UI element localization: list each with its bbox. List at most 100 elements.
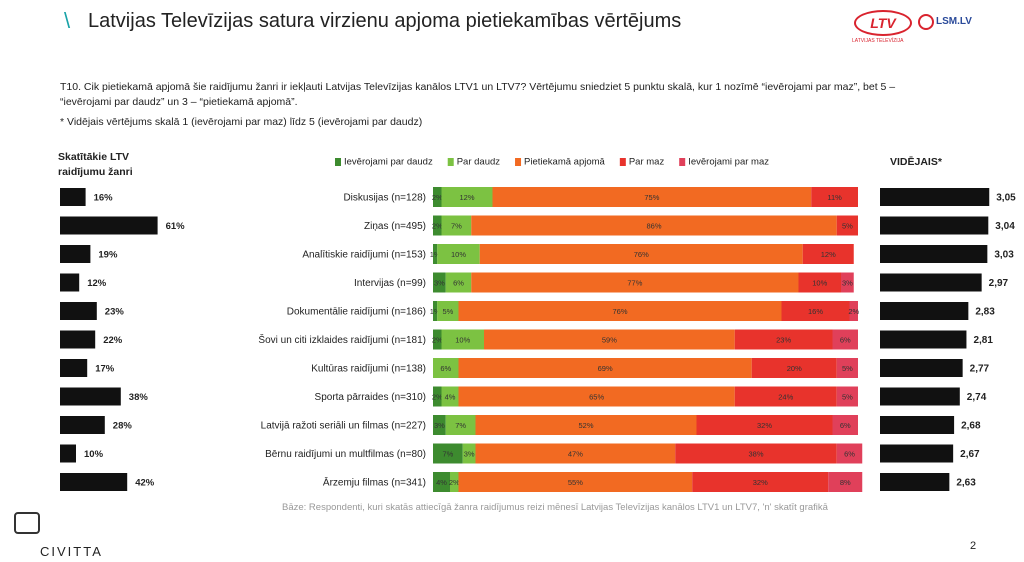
segment-label: 2%: [449, 478, 460, 487]
bar-segment: [441, 386, 459, 407]
bar-segment: [832, 415, 858, 435]
category-label: Analītiskie raidījumi (n=153): [302, 250, 426, 261]
page-number: 2: [970, 540, 977, 552]
value-label: 2,83: [975, 307, 995, 318]
bar-segment: [441, 215, 472, 236]
segment-label: 59%: [602, 335, 617, 344]
value-label: 3,03: [994, 250, 1014, 261]
legend-label: Ievērojami par daudz: [344, 157, 433, 168]
segment-label: 38%: [748, 449, 763, 458]
value-label: 17%: [95, 364, 115, 375]
legend-swatch: [679, 158, 686, 166]
segment-label: 3%: [434, 278, 445, 287]
bar-segment: [836, 215, 858, 236]
value-label: 2,81: [973, 335, 993, 346]
segment-label: 69%: [598, 364, 613, 373]
lsm-icon: [918, 14, 934, 30]
bar: [60, 216, 158, 235]
bar-segment: [441, 187, 493, 207]
segment-label: 6%: [840, 335, 851, 344]
segment-label: 4%: [436, 478, 447, 487]
segment-label: 3%: [464, 449, 475, 458]
value-label: 22%: [103, 335, 123, 346]
bar-segment: [696, 415, 833, 435]
right-chart-title: VIDĒJAIS*: [890, 156, 942, 168]
bar: [880, 188, 990, 206]
bar-segment: [458, 386, 735, 407]
segment-label: 5%: [442, 307, 453, 316]
segment-label: 6%: [840, 421, 851, 430]
segment-label: 7%: [455, 421, 466, 430]
value-label: 2,97: [989, 278, 1009, 289]
bar: [60, 473, 128, 491]
value-label: 28%: [113, 421, 133, 432]
value-label: 3,05: [996, 193, 1016, 204]
value-label: 38%: [129, 392, 149, 403]
segment-label: 11%: [827, 193, 842, 202]
segment-label: 2%: [848, 307, 859, 316]
value-label: 10%: [84, 449, 104, 460]
segment-label: 24%: [778, 392, 793, 401]
bar-segment: [433, 187, 442, 207]
bar-segment: [811, 187, 858, 207]
bar: [60, 330, 96, 349]
category-label: Intervijas (n=99): [354, 278, 426, 289]
ltv-logo: LTV: [854, 10, 912, 36]
value-label: 2,68: [961, 421, 981, 432]
value-label: 3,04: [995, 221, 1015, 232]
bar: [60, 245, 91, 263]
segment-label: 4%: [445, 392, 456, 401]
question: T10. Cik pietiekamā apjomā šie raidījumu…: [60, 81, 896, 108]
bar: [880, 302, 969, 320]
value-label: 2,67: [960, 449, 980, 460]
segment-label: 2%: [432, 221, 443, 230]
bar-segment: [437, 301, 459, 321]
bar-segment: [433, 443, 463, 464]
segment-label: 32%: [757, 421, 772, 430]
segment-label: 55%: [568, 478, 583, 487]
value-label: 19%: [98, 250, 118, 261]
segment-label: 5%: [842, 364, 853, 373]
legend-swatch: [515, 158, 522, 166]
bar: [60, 416, 105, 434]
category-label: Dokumentālie raidījumi (n=186): [287, 307, 426, 318]
legend-label: Par daudz: [457, 157, 501, 168]
bar-segment: [445, 272, 472, 293]
bar: [60, 359, 88, 377]
bar: [880, 387, 960, 406]
bar-segment: [841, 272, 854, 293]
bar-segment: [832, 329, 858, 350]
bar-segment: [462, 443, 476, 464]
segment-label: 77%: [627, 278, 642, 287]
bar-segment: [433, 272, 446, 293]
bar-segment: [433, 329, 442, 350]
value-label: 42%: [135, 478, 155, 489]
bar-segment: [479, 244, 803, 264]
bar-segment: [798, 272, 841, 293]
bar: [60, 188, 86, 206]
bar: [60, 444, 76, 463]
chat-icon: [14, 512, 40, 534]
category-label: Sporta pārraides (n=310): [315, 392, 426, 403]
bar: [880, 473, 950, 491]
left-chart-title: Skatītākie LTV raidījumu žanri: [58, 151, 133, 178]
bar-segment: [433, 215, 442, 236]
bar: [60, 302, 97, 320]
value-label: 2,74: [967, 392, 987, 403]
legend-swatch: [619, 158, 626, 166]
bar-segment: [433, 244, 438, 264]
slide-title: Latvijas Televīzijas satura virzienu apj…: [88, 10, 682, 32]
segment-label: 1%: [430, 250, 441, 259]
bar-segment: [751, 358, 837, 378]
bar-segment: [692, 472, 829, 492]
bar-segment: [433, 472, 450, 492]
bar-segment: [458, 301, 782, 321]
bar: [60, 387, 121, 406]
bar-segment: [445, 415, 476, 435]
category-label: Bērnu raidījumi un multfilmas (n=80): [265, 449, 426, 460]
segment-label: 7%: [451, 221, 462, 230]
category-label: Šovi un citi izklaides raidījumi (n=181): [258, 333, 426, 346]
bar: [880, 444, 954, 463]
